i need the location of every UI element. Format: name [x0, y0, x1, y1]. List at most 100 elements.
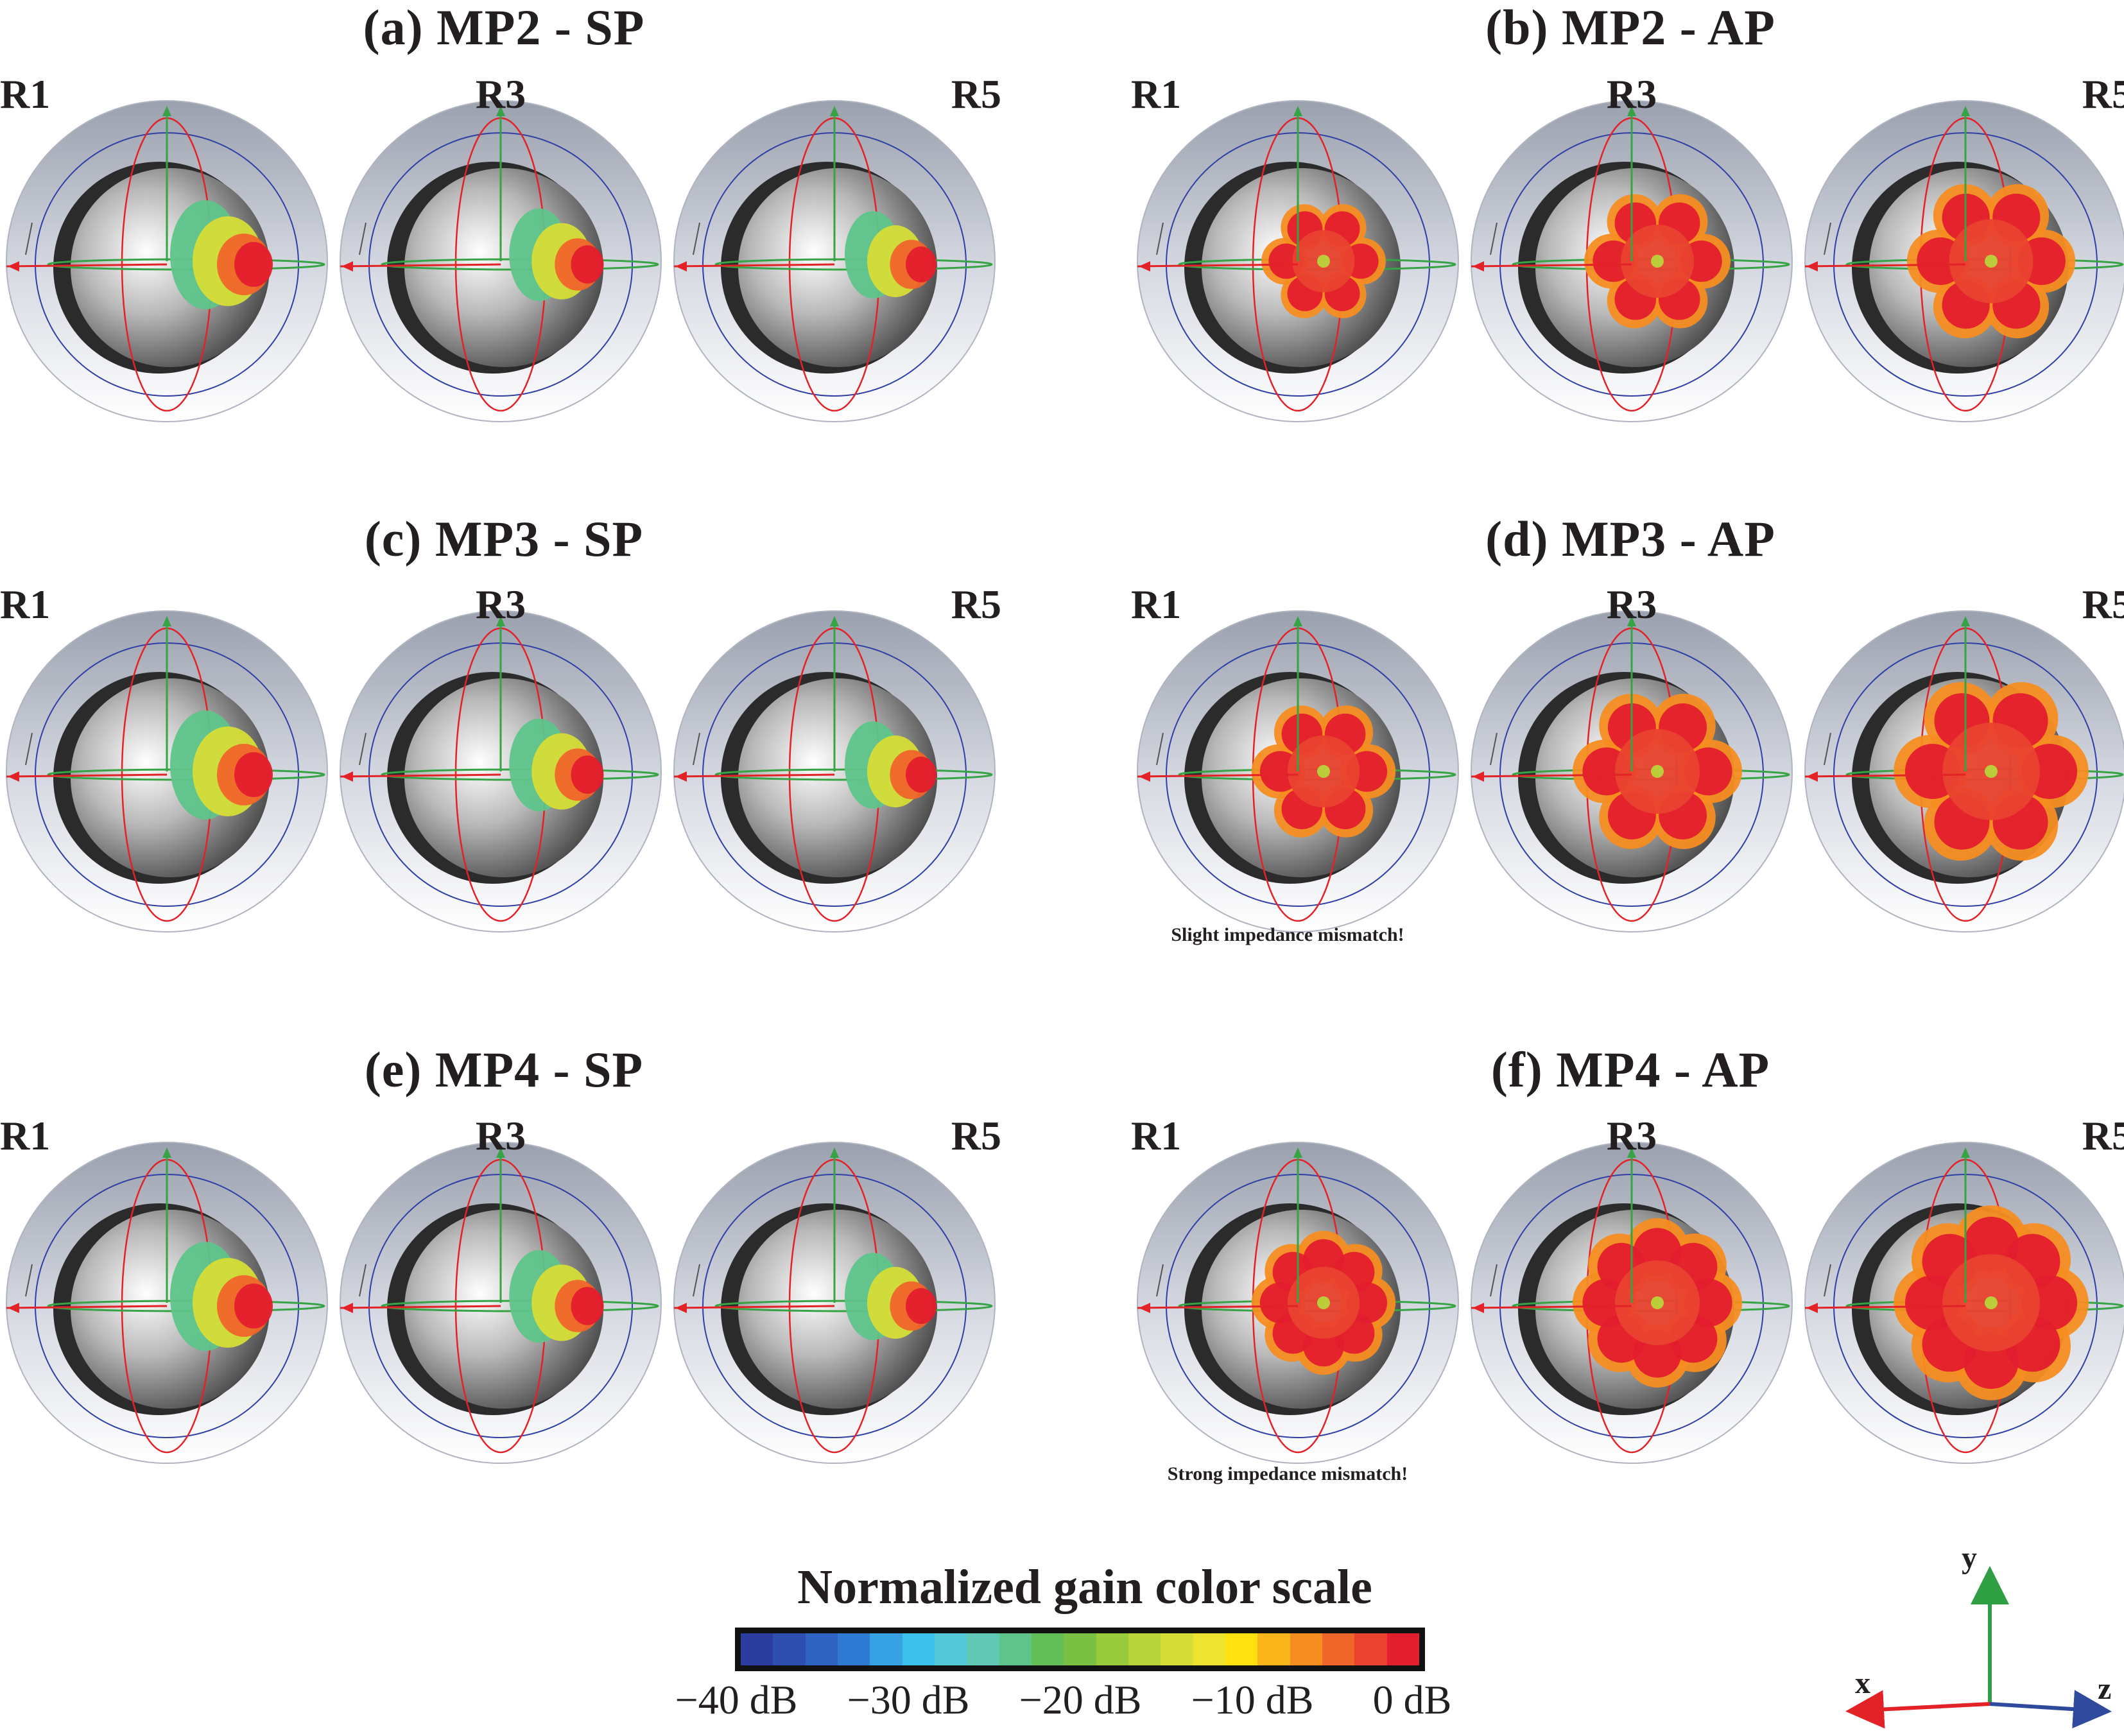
- colorbar-segment: [1128, 1633, 1161, 1665]
- radiation-pattern-plot: [1137, 1142, 1459, 1464]
- group-title-d: (d) MP3 - AP: [1485, 511, 1775, 567]
- colorbar-segment: [741, 1633, 773, 1665]
- phi-indicator: [1824, 222, 1831, 255]
- x-axis-line: [340, 1305, 501, 1309]
- panel-label: R1: [0, 71, 51, 117]
- y-axis-head: [162, 106, 171, 116]
- phi-indicator: [1490, 1264, 1498, 1297]
- radiation-pattern-plot: [673, 610, 996, 932]
- x-axis-arrow: [1845, 1690, 1990, 1729]
- phi-indicator: [693, 222, 700, 255]
- pattern-panel: R3: [1465, 584, 1799, 937]
- gain-lobe: [1651, 765, 1664, 778]
- colorbar-segment: [1322, 1633, 1355, 1665]
- colorbar-segment: [1031, 1633, 1064, 1665]
- pattern-panel: R1: [0, 584, 334, 937]
- x-axis-line: [673, 263, 835, 268]
- colorbar-segment: [1386, 1633, 1419, 1665]
- pattern-panel: R1: [1131, 1115, 1465, 1468]
- colorbar-segment: [902, 1633, 935, 1665]
- panel-label: R3: [1606, 1113, 1657, 1158]
- x-axis-line: [6, 263, 168, 268]
- panel-label: R1: [0, 581, 51, 627]
- pattern-panel: R5: [668, 584, 1001, 937]
- phi-indicator: [359, 1264, 367, 1297]
- z-axis-arrow: [1989, 1690, 2112, 1729]
- panel-label: R3: [1606, 71, 1657, 117]
- panel-label: R5: [2082, 1113, 2124, 1158]
- pattern-panel: R1: [1131, 74, 1465, 427]
- gain-lobe: [906, 1288, 937, 1324]
- x-axis-head: [8, 261, 19, 271]
- x-axis-line: [6, 1305, 168, 1309]
- pattern-panel: R5: [668, 1115, 1001, 1468]
- y-axis-head: [1293, 106, 1302, 116]
- y-axis-label: y: [1962, 1541, 1977, 1575]
- panel-label: R5: [2082, 71, 2124, 117]
- y-axis-head: [1627, 616, 1636, 626]
- radiation-pattern-plot: [1804, 1142, 2124, 1464]
- radiation-pattern-plot: [673, 1142, 996, 1464]
- colorbar-segment: [934, 1633, 967, 1665]
- panel-label: R1: [1131, 1113, 1182, 1158]
- y-axis-head: [830, 106, 839, 116]
- radiation-pattern-plot: [340, 610, 662, 932]
- colorbar-segment: [773, 1633, 806, 1665]
- x-axis-head: [1806, 1303, 1818, 1313]
- gain-lobe: [1651, 1296, 1664, 1309]
- colorbar-tick: −20 dB: [1019, 1677, 1142, 1723]
- note-strong-mismatch: Strong impedance mismatch!: [1167, 1463, 1408, 1484]
- x-axis-head: [1472, 771, 1484, 782]
- pattern-panel: R1: [0, 74, 334, 427]
- x-axis-head: [8, 771, 19, 782]
- radiation-pattern-plot: [340, 1142, 662, 1464]
- x-axis-line: [673, 1305, 835, 1309]
- y-axis-head: [1293, 1147, 1302, 1158]
- colorbar-tick: −40 dB: [675, 1677, 798, 1723]
- panel-label: R5: [951, 581, 1001, 627]
- y-axis-head: [1961, 1147, 1970, 1158]
- radiation-pattern-plot: [1137, 100, 1459, 422]
- phi-indicator: [25, 1264, 33, 1297]
- phi-indicator: [1156, 1264, 1164, 1297]
- y-axis-head: [830, 1147, 839, 1158]
- pattern-panel: R5: [1799, 1115, 2124, 1468]
- x-axis-line: [1137, 263, 1299, 268]
- x-axis-head: [675, 261, 687, 271]
- phi-indicator: [693, 1264, 700, 1297]
- colorbar-segment: [870, 1633, 902, 1665]
- colorbar-segment: [1225, 1633, 1258, 1665]
- pattern-panel: R1: [1131, 584, 1465, 937]
- x-axis-head: [1139, 1303, 1150, 1313]
- x-axis-head: [8, 1303, 19, 1313]
- panel-label: R5: [951, 71, 1001, 117]
- colorbar-segment: [1064, 1633, 1096, 1665]
- colorbar-tick: −10 dB: [1191, 1677, 1314, 1723]
- panel-label: R5: [951, 1113, 1001, 1158]
- x-axis-line: [6, 773, 168, 778]
- gain-lobe: [1317, 1296, 1330, 1309]
- colorbar-tick: −30 dB: [847, 1677, 970, 1723]
- pattern-panel: R5: [1799, 584, 2124, 937]
- colorbar-segment: [1161, 1633, 1193, 1665]
- x-axis-line: [1471, 773, 1632, 778]
- radiation-pattern-plot: [6, 100, 328, 422]
- gain-lobe: [1317, 765, 1330, 778]
- phi-indicator: [25, 222, 33, 255]
- gain-lobe: [1985, 1296, 1998, 1309]
- phi-indicator: [693, 732, 700, 766]
- radiation-pattern-plot: [1804, 610, 2124, 932]
- x-axis-line: [340, 773, 501, 778]
- panel-label: R1: [0, 1113, 51, 1158]
- group-title-c: (c) MP3 - SP: [364, 511, 644, 567]
- group-title-f: (f) MP4 - AP: [1490, 1042, 1770, 1097]
- x-axis-line: [1471, 1305, 1632, 1309]
- colorbar-segment: [1354, 1633, 1387, 1665]
- radiation-pattern-plot: [1471, 1142, 1793, 1464]
- colorbar-segment: [1290, 1633, 1322, 1665]
- colorbar-segment: [967, 1633, 999, 1665]
- x-axis-head: [341, 1303, 353, 1313]
- x-axis-head: [1472, 1303, 1484, 1313]
- phi-indicator: [1824, 732, 1831, 766]
- colorbar-segment: [1257, 1633, 1290, 1665]
